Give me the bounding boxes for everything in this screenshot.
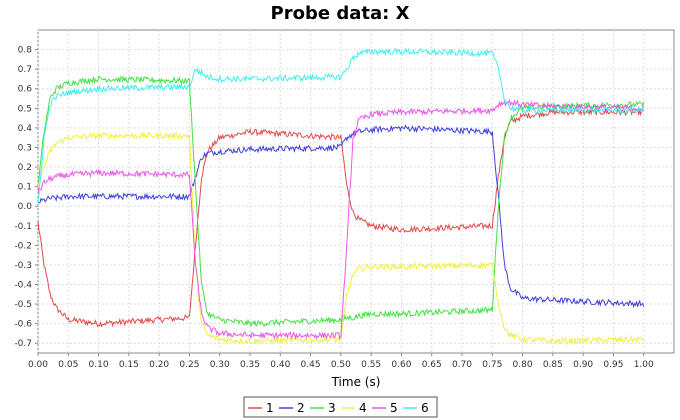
x-tick-label: 0.25 xyxy=(179,360,199,370)
x-tick-label: 0.10 xyxy=(89,360,109,370)
y-tick-label: 0.5 xyxy=(18,104,32,114)
x-tick-label: 0.60 xyxy=(391,360,411,370)
series-line-5 xyxy=(37,98,645,340)
x-axis-ticks: 0.00 0.05 0.10 0.15 0.20 0.25 0.30 0.35 0.40 0.45… xyxy=(28,353,654,370)
x-tick-label: 0.80 xyxy=(513,360,533,370)
legend-label-1: 1 xyxy=(266,401,274,415)
y-tick-label: -0.6 xyxy=(14,320,32,330)
y-tick-label: -0.2 xyxy=(14,241,32,251)
legend-label-4: 4 xyxy=(359,401,367,415)
series-lines xyxy=(37,47,645,346)
x-tick-label: 0.85 xyxy=(543,360,563,370)
legend-label-3: 3 xyxy=(328,401,336,415)
x-tick-label: 0.40 xyxy=(270,360,290,370)
legend-label-5: 5 xyxy=(390,401,398,415)
x-axis-label: Time (s) xyxy=(331,375,381,389)
series-line-2 xyxy=(37,124,645,309)
x-tick-label: 0.75 xyxy=(482,360,502,370)
y-tick-label: 0.7 xyxy=(18,65,32,75)
x-tick-label: 0.15 xyxy=(119,360,139,370)
legend-label-6: 6 xyxy=(421,401,429,415)
x-tick-label: 0.45 xyxy=(301,360,321,370)
x-tick-label: 0.50 xyxy=(331,360,351,370)
x-tick-label: 0.65 xyxy=(422,360,442,370)
legend-box xyxy=(243,396,438,418)
y-tick-label: 0.0 xyxy=(18,202,33,212)
legend-label-2: 2 xyxy=(297,401,305,415)
y-tick-label: -0.3 xyxy=(14,261,32,271)
x-tick-label: 0.95 xyxy=(603,360,623,370)
x-tick-label: 0.20 xyxy=(149,360,169,370)
legend: 1 2 3 4 5 6 xyxy=(243,396,438,418)
y-tick-label: 0.3 xyxy=(18,143,32,153)
y-tick-label: -0.1 xyxy=(14,222,32,232)
x-tick-label: 0.35 xyxy=(240,360,260,370)
y-tick-label: 0.4 xyxy=(18,124,33,134)
y-axis-ticks: 0.8 0.7 0.6 0.5 0.4 0.3 0.2 0.1 0.0 -0.1 -0.2 -0.3 -… xyxy=(14,46,38,349)
series-line-3 xyxy=(37,75,645,328)
x-tick-label: 0.05 xyxy=(58,360,78,370)
y-tick-label: 0.1 xyxy=(18,183,32,193)
x-tick-label: 0.90 xyxy=(573,360,593,370)
x-tick-label: 0.55 xyxy=(361,360,381,370)
y-tick-label: -0.5 xyxy=(14,300,32,310)
x-tick-label: 0.30 xyxy=(210,360,230,370)
y-tick-label: 0.2 xyxy=(18,163,32,173)
y-tick-label: 0.8 xyxy=(18,46,33,56)
x-tick-label: 0.00 xyxy=(28,360,48,370)
chart-title: Probe data: X xyxy=(271,3,410,24)
series-line-4 xyxy=(37,131,645,346)
x-tick-label: 1.00 xyxy=(634,360,654,370)
y-tick-label: 0.6 xyxy=(18,85,33,95)
x-tick-label: 0.70 xyxy=(452,360,472,370)
y-tick-label: -0.4 xyxy=(14,280,32,290)
series-line-6 xyxy=(37,47,644,204)
y-tick-label: -0.7 xyxy=(14,339,32,349)
